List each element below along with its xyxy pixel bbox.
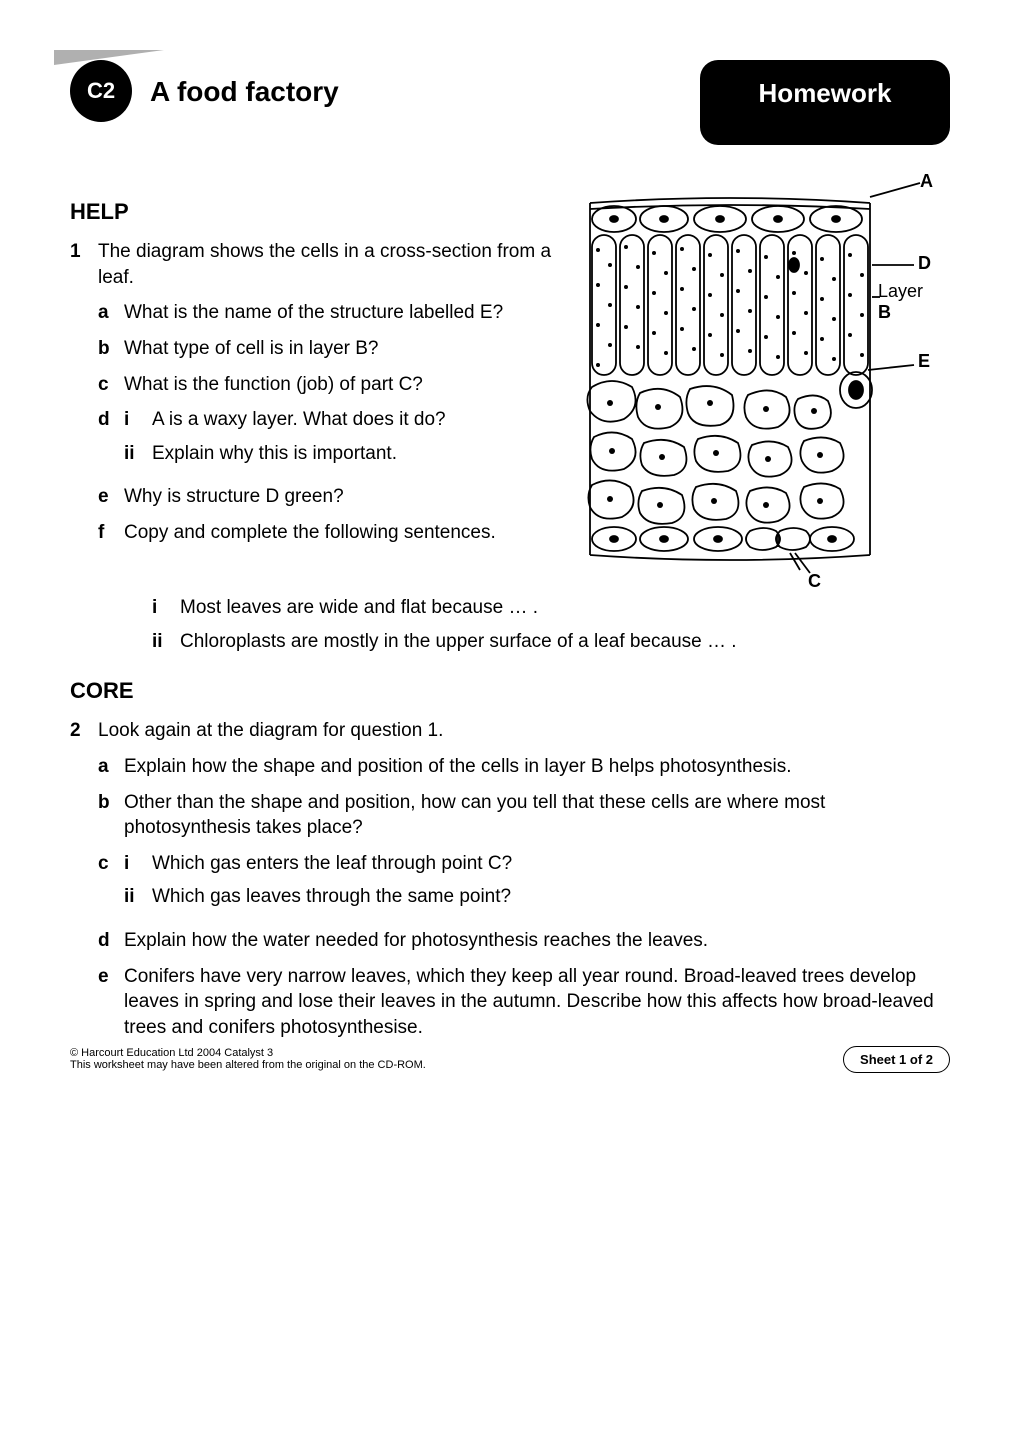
q2a-letter: a — [98, 754, 124, 780]
q2c-body: i Which gas enters the leaf through poin… — [124, 851, 950, 918]
q2-sublist: a Explain how the shape and position of … — [98, 754, 950, 1041]
q1d-roman: i A is a waxy layer. What does it do? ii… — [124, 407, 560, 466]
q2c-ii: ii Which gas leaves through the same poi… — [124, 884, 950, 910]
q1f-i: i Most leaves are wide and flat because … — [152, 595, 950, 621]
page-title: A food factory — [150, 76, 339, 108]
q2d: d Explain how the water needed for photo… — [98, 928, 950, 954]
q2d-text: Explain how the water needed for photosy… — [124, 928, 950, 954]
q1e-text: Why is structure D green? — [124, 484, 560, 510]
q2c-i-text: Which gas enters the leaf through point … — [152, 851, 950, 877]
q2c-letter: c — [98, 851, 124, 918]
q2: 2 Look again at the diagram for question… — [70, 718, 950, 1050]
q1f-body: Copy and complete the following sentence… — [124, 520, 560, 546]
footer: © Harcourt Education Ltd 2004 Catalyst 3… — [70, 1046, 950, 1073]
q1f: f Copy and complete the following senten… — [98, 520, 560, 546]
q1-sublist: a What is the name of the structure labe… — [98, 300, 560, 545]
diagram-label-a: A — [920, 171, 933, 192]
q1b-text: What type of cell is in layer B? — [124, 336, 560, 362]
q2d-letter: d — [98, 928, 124, 954]
q1-item: 1 The diagram shows the cells in a cross… — [70, 239, 560, 556]
homework-badge: Homework — [700, 60, 950, 145]
help-row: HELP 1 The diagram shows the cells in a … — [70, 175, 950, 595]
leaf-diagram: A D Layer B E C — [580, 175, 940, 595]
q1f-i-text: Most leaves are wide and flat because … … — [180, 595, 950, 621]
q2b: b Other than the shape and position, how… — [98, 790, 950, 841]
diagram-label-layer-prefix: Layer — [878, 281, 923, 301]
leaf-diagram-svg — [580, 175, 940, 595]
q1d-body: i A is a waxy layer. What does it do? ii… — [124, 407, 560, 474]
q1d-ii-num: ii — [124, 441, 152, 467]
q2e: e Conifers have very narrow leaves, whic… — [98, 964, 950, 1041]
header: C2 A food factory Homework — [70, 60, 950, 145]
q1d-i-text: A is a waxy layer. What does it do? — [152, 407, 560, 433]
help-section: HELP 1 The diagram shows the cells in a … — [70, 175, 950, 654]
q1d-i: i A is a waxy layer. What does it do? — [124, 407, 560, 433]
diagram-label-e: E — [918, 351, 930, 372]
q1a: a What is the name of the structure labe… — [98, 300, 560, 326]
q1c-letter: c — [98, 372, 124, 398]
q1e-letter: e — [98, 484, 124, 510]
page: C2 A food factory Homework HELP 1 The di… — [0, 0, 1020, 1101]
q1f-roman: i Most leaves are wide and flat because … — [152, 595, 950, 654]
q1f-i-num: i — [152, 595, 180, 621]
q1b: b What type of cell is in layer B? — [98, 336, 560, 362]
q2e-letter: e — [98, 964, 124, 1041]
homework-badge-text: Homework — [759, 78, 892, 108]
diagram-label-d: D — [918, 253, 931, 274]
core-label: CORE — [70, 678, 950, 704]
q1f-ii-num: ii — [152, 629, 180, 655]
q1b-letter: b — [98, 336, 124, 362]
q2c: c i Which gas enters the leaf through po… — [98, 851, 950, 918]
q1-num: 1 — [70, 239, 98, 556]
q2c-ii-num: ii — [124, 884, 152, 910]
q2-body: Look again at the diagram for question 1… — [98, 718, 950, 1050]
q2c-ii-text: Which gas leaves through the same point? — [152, 884, 950, 910]
q1e: e Why is structure D green? — [98, 484, 560, 510]
q1-body: The diagram shows the cells in a cross-s… — [98, 239, 560, 556]
q2b-text: Other than the shape and position, how c… — [124, 790, 950, 841]
q2c-i-num: i — [124, 851, 152, 877]
q1f-intro: Copy and complete the following sentence… — [124, 522, 496, 543]
help-left: HELP 1 The diagram shows the cells in a … — [70, 175, 560, 595]
footer-copyright: © Harcourt Education Ltd 2004 Catalyst 3… — [70, 1047, 426, 1071]
q2-item: 2 Look again at the diagram for question… — [70, 718, 950, 1050]
unit-badge-text: C2 — [87, 78, 115, 104]
q2-num: 2 — [70, 718, 98, 1050]
core-section: CORE 2 Look again at the diagram for que… — [70, 678, 950, 1050]
q1-intro: The diagram shows the cells in a cross-s… — [98, 241, 551, 288]
q1c-text: What is the function (job) of part C? — [124, 372, 560, 398]
q1d-letter: d — [98, 407, 124, 474]
q2b-letter: b — [98, 790, 124, 841]
q1d: d i A is a waxy layer. What does it do? — [98, 407, 560, 474]
q1d-ii-text: Explain why this is important. — [152, 441, 560, 467]
q1c: c What is the function (job) of part C? — [98, 372, 560, 398]
diagram-col: A D Layer B E C — [580, 175, 950, 595]
footer-line1: © Harcourt Education Ltd 2004 Catalyst 3 — [70, 1047, 426, 1059]
q2a-text: Explain how the shape and position of th… — [124, 754, 950, 780]
q1a-text: What is the name of the structure labell… — [124, 300, 560, 326]
q2-intro: Look again at the diagram for question 1… — [98, 720, 443, 741]
diagram-label-b: B — [878, 302, 891, 322]
q1d-i-num: i — [124, 407, 152, 433]
q1f-roman-block: i Most leaves are wide and flat because … — [152, 595, 950, 654]
q1: 1 The diagram shows the cells in a cross… — [70, 239, 560, 556]
unit-badge: C2 — [70, 60, 132, 122]
q2c-i: i Which gas enters the leaf through poin… — [124, 851, 950, 877]
q1f-ii: ii Chloroplasts are mostly in the upper … — [152, 629, 950, 655]
q1f-letter: f — [98, 520, 124, 546]
q1f-ii-text: Chloroplasts are mostly in the upper sur… — [180, 629, 950, 655]
footer-line2: This worksheet may have been altered fro… — [70, 1059, 426, 1071]
help-label: HELP — [70, 199, 560, 225]
q1d-ii: ii Explain why this is important. — [124, 441, 560, 467]
q1a-letter: a — [98, 300, 124, 326]
q2a: a Explain how the shape and position of … — [98, 754, 950, 780]
q2e-text: Conifers have very narrow leaves, which … — [124, 964, 950, 1041]
diagram-label-c: C — [808, 571, 821, 592]
q2c-roman: i Which gas enters the leaf through poin… — [124, 851, 950, 910]
sheet-badge: Sheet 1 of 2 — [843, 1046, 950, 1073]
